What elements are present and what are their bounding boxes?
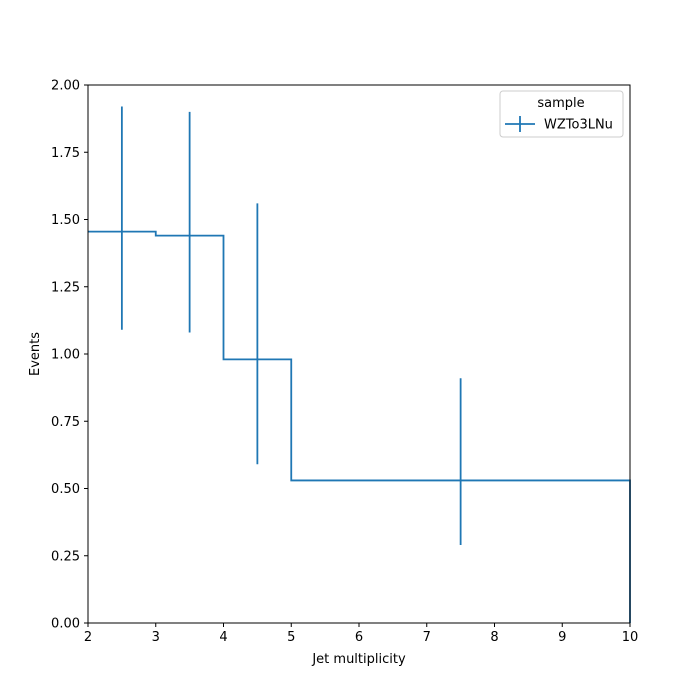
y-tick-label: 0.00 (51, 617, 80, 632)
legend: sample WZTo3LNu (499, 90, 624, 138)
y-tick-label: 0.75 (51, 415, 80, 430)
x-tick-label: 9 (558, 630, 566, 645)
axes: 2 3 4 5 6 7 8 9 10 0.00 0.25 0.50 0.75 1.00 1.25 1.50 1.… (51, 79, 638, 646)
x-tick-label: 8 (490, 630, 498, 645)
x-tick-label: 6 (355, 630, 363, 645)
legend-entry-label: WZTo3LNu (544, 118, 613, 133)
y-tick-label: 2.00 (51, 79, 80, 94)
y-axis-label: Events (28, 332, 43, 376)
x-tick-label: 2 (84, 630, 92, 645)
x-tick-label: 4 (219, 630, 227, 645)
legend-frame (499, 90, 624, 138)
plot-area (88, 106, 631, 623)
legend-entries: WZTo3LNu (505, 116, 613, 133)
series-step-line (88, 230, 631, 623)
y-tick-label: 1.25 (51, 280, 80, 295)
x-axis-label: Jet multiplicity (311, 652, 406, 667)
y-tick-label: 1.00 (51, 348, 80, 363)
x-tick-label: 10 (622, 630, 639, 645)
legend-title: sample (537, 96, 584, 111)
y-tick-label: 0.50 (51, 482, 80, 497)
y-tick-label: 1.50 (51, 213, 80, 228)
x-tick-label: 3 (152, 630, 160, 645)
y-tick-label: 0.25 (51, 549, 80, 564)
x-tick-label: 7 (423, 630, 431, 645)
y-tick-label: 1.75 (51, 146, 80, 161)
x-tick-label: 5 (287, 630, 295, 645)
